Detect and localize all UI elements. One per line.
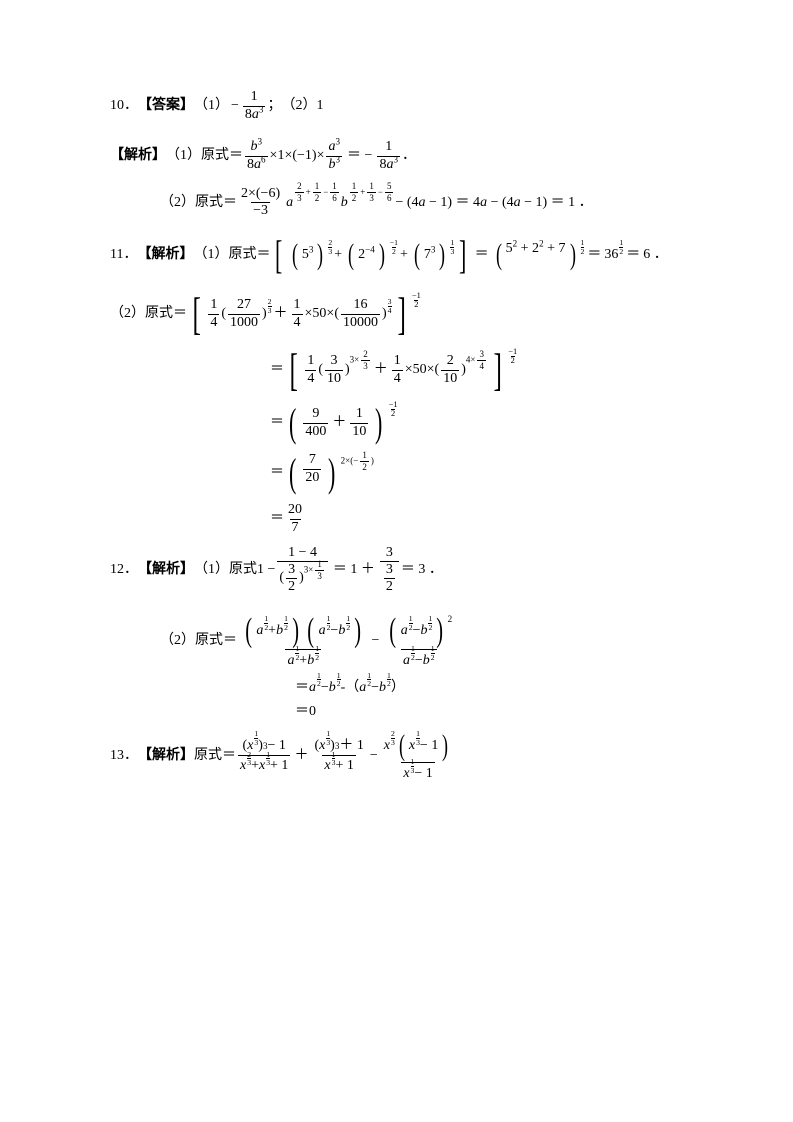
- q12-p2-l2: ＝ a12 − b12 - （a12 − b12）: [110, 679, 733, 697]
- q10-a1-frac: 1 8a3: [243, 90, 266, 122]
- q12-p2-l3: ＝0: [110, 703, 733, 721]
- q12-p1: 12． 【解析】 （1）原式 1 − 1 − 4 (32) 3×13 ＝ 1 ＋…: [110, 546, 733, 595]
- q13-line: 13． 【解析】 原式＝ (x13)3 − 1 x23 + x13 + 1 ＋ …: [110, 731, 733, 782]
- q11-p2-l5: ＝ 207: [110, 503, 733, 535]
- page: 10． 【答案】 （1） − 1 8a3 ； （2） 1 【解析】 （1）原式＝…: [0, 0, 793, 1122]
- q11-mid: 52 + 22 + 7: [506, 240, 566, 270]
- q11-p2-l4: ＝ ( 720 ) 2×(−12): [110, 453, 733, 493]
- answer-label: 【答案】: [138, 97, 194, 115]
- q10-number: 10．: [110, 97, 138, 115]
- a-exponent: 23 + 12 − 16: [293, 182, 341, 203]
- q10-analysis-2: （2）原式＝ 2×(−6) −3 a 23 + 12 − 16 b 12 + 1…: [110, 187, 733, 219]
- q11-p2-l1: （2）原式＝ [ 14 (271000) 23 ＋ 14 ×50× (16100…: [110, 291, 733, 337]
- q10-a1-paren: （1）: [194, 97, 229, 115]
- q11-p2-l3: ＝ ( 9400 ＋ 110 ) −12: [110, 403, 733, 443]
- q11-p2-l2: ＝ [ 14 (310) 3×23 ＋ 14 ×50× (210) 4×34 ]…: [110, 347, 733, 393]
- q10-analysis-1: 【解析】 （1）原式＝ b3 8a6 ×1× (−1) × a3 b3 ＝ − …: [110, 140, 733, 172]
- q11-line1: 11． 【解析】 （1）原式＝ [ (53) 23 + (2−4) −12 + …: [110, 235, 733, 275]
- q10-a1-expr: − 1 8a3: [229, 90, 267, 122]
- q10-p2-rest: − (4a − 1) ＝ 4a − (4a − 1) ＝ 1 ．: [395, 194, 592, 212]
- b-exponent: 12 + 13 − 56: [348, 182, 396, 203]
- q12-p2-l1: （2）原式＝ ( a12 + b12 ) ( a12 − b12 ) a12 +…: [110, 614, 733, 669]
- q10-answer-line: 10． 【答案】 （1） − 1 8a3 ； （2） 1: [110, 90, 733, 122]
